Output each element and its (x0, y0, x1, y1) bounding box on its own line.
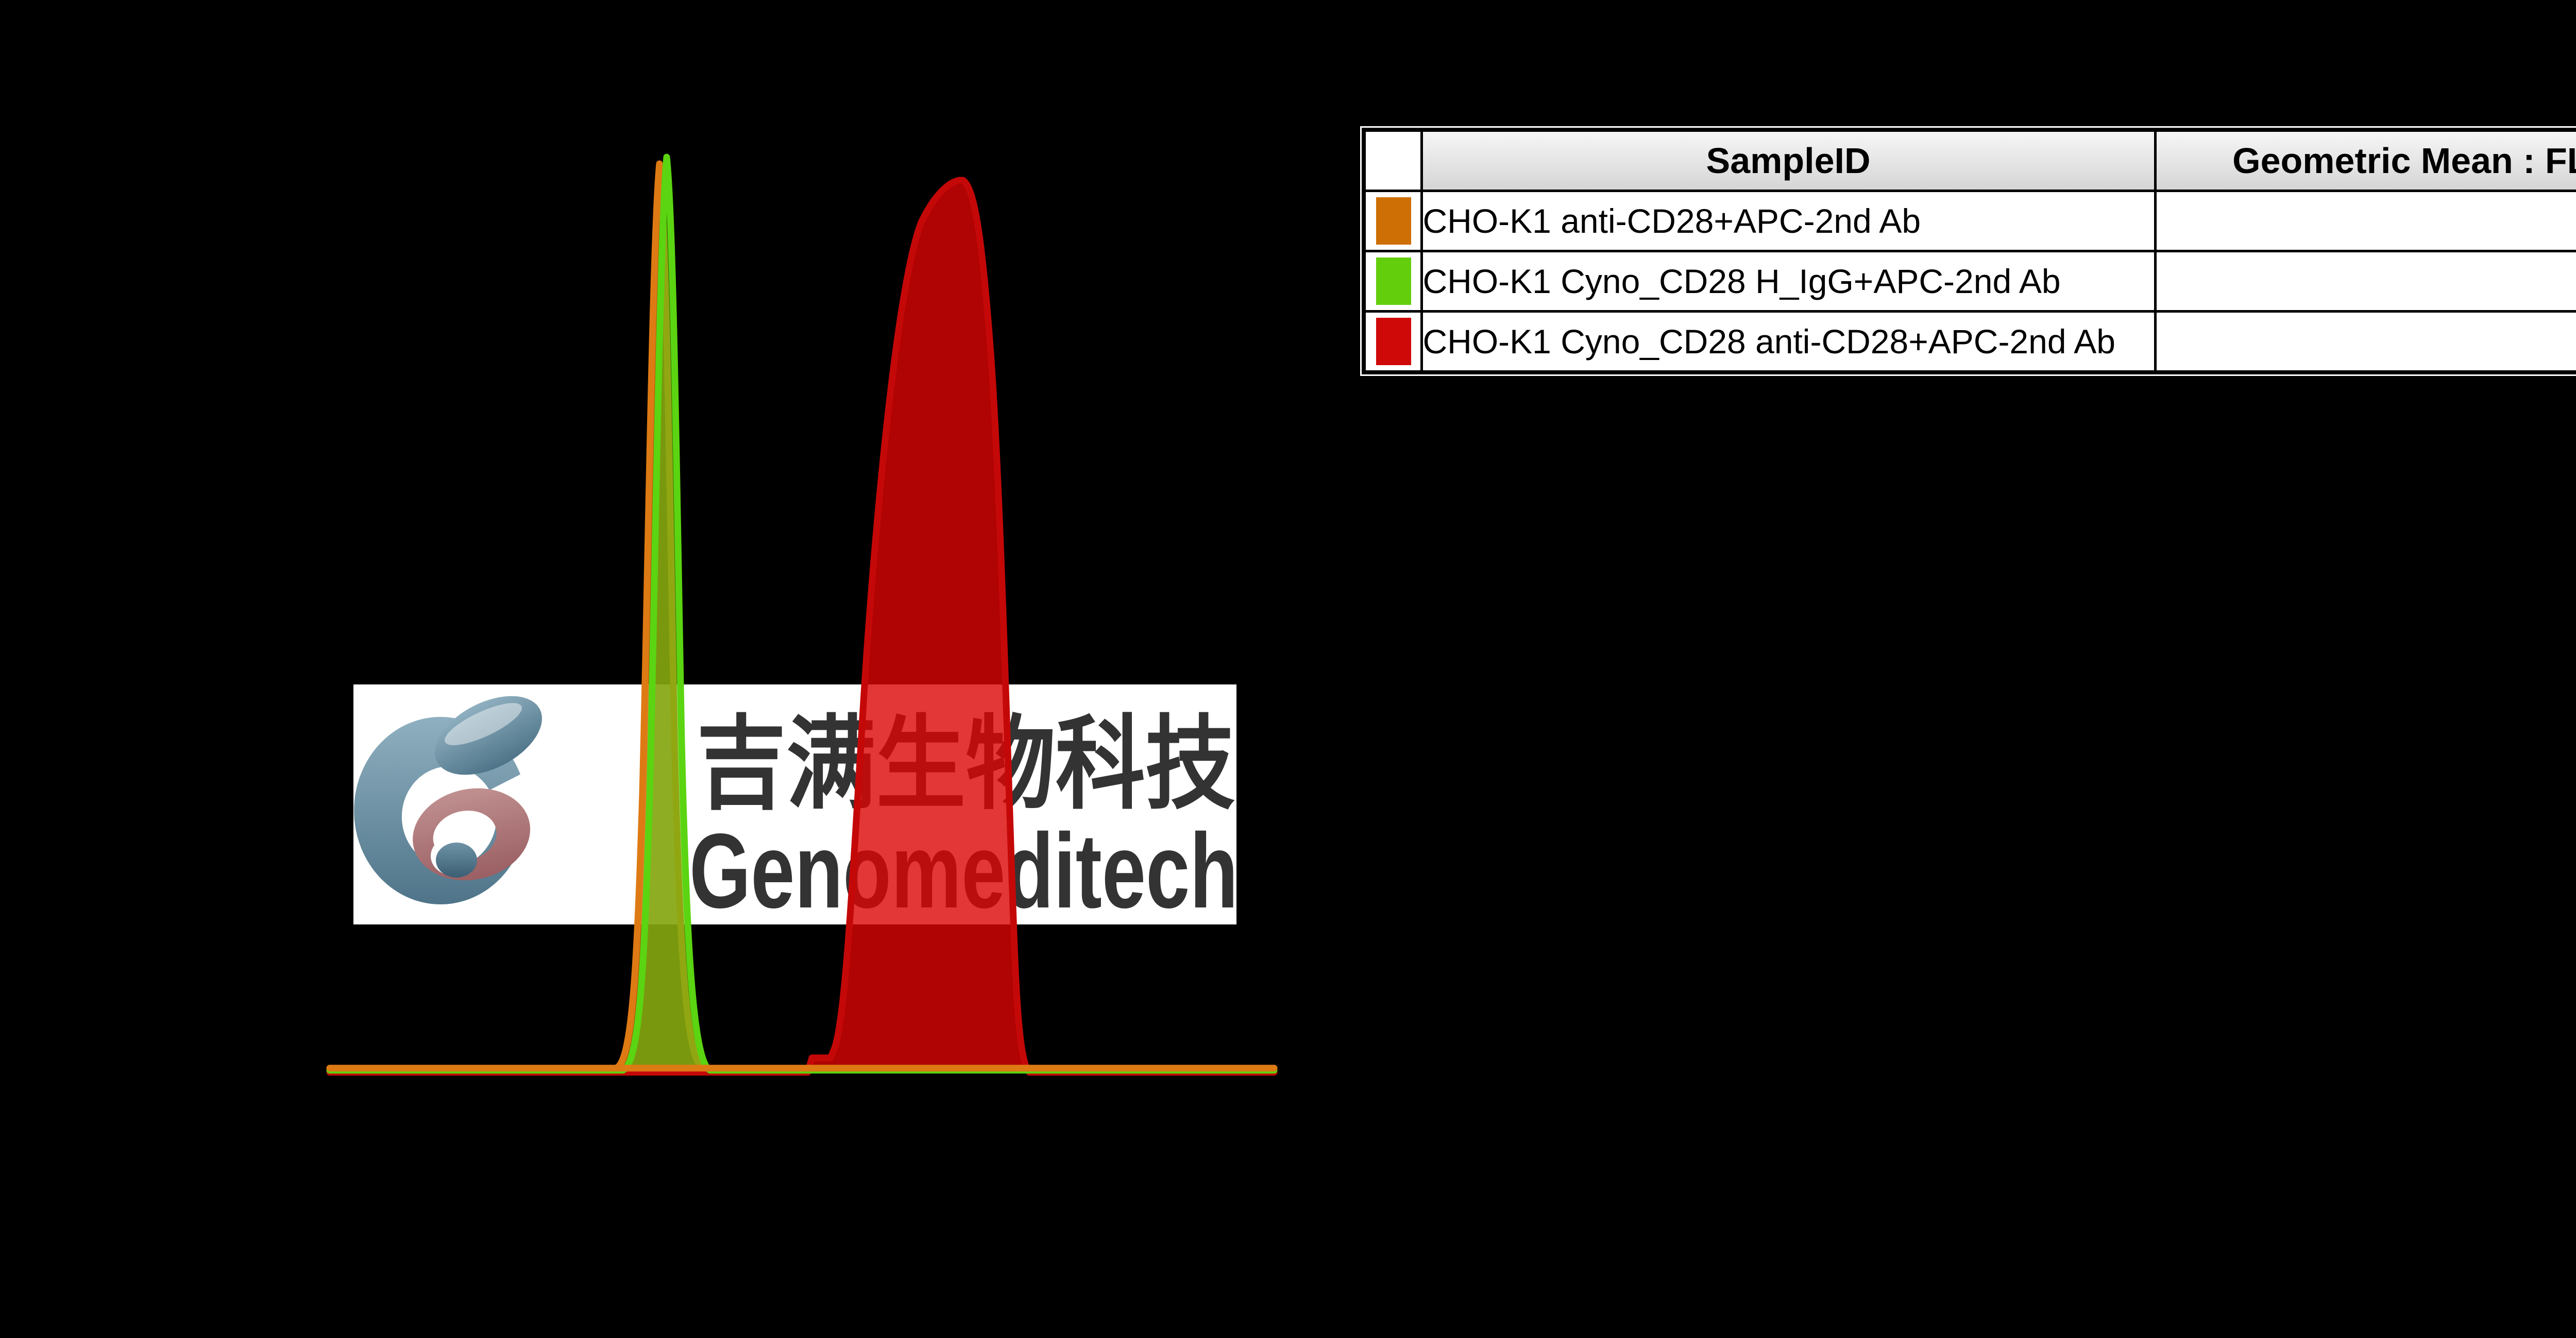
series-color-swatch-green (1376, 258, 1411, 305)
sample-id-cell: CHO-K1 Cyno_CD28 anti-CD28+APC-2nd Ab (1420, 310, 2157, 374)
series-color-swatch-orange (1376, 197, 1411, 245)
sample-id-cell: CHO-K1 Cyno_CD28 H_IgG+APC-2nd Ab (1420, 250, 2157, 313)
genomeditech-logo-icon (354, 696, 574, 904)
table-header-geo-mean: Geometric Mean : FL11-H (2154, 128, 2576, 192)
series-color-swatch-red (1376, 318, 1411, 365)
sample-id-cell: CHO-K1 anti-CD28+APC-2nd Ab (1420, 190, 2157, 252)
geo-mean-cell: 8.52E5 (2154, 310, 2576, 374)
geo-mean-cell: 1801 (2154, 250, 2576, 313)
series-green-curve (326, 153, 1278, 1074)
table-header-row: SampleID Geometric Mean : FL11-H (1362, 128, 2576, 192)
table-row: CHO-K1 Cyno_CD28 H_IgG+APC-2nd Ab 1801 (1362, 250, 2576, 313)
results-table: SampleID Geometric Mean : FL11-H CHO-K1 … (1362, 128, 2576, 374)
results-table-wrapper: SampleID Geometric Mean : FL11-H CHO-K1 … (1360, 126, 2576, 376)
geo-mean-cell: 1458 (2154, 190, 2576, 252)
swatch-cell (1362, 190, 1423, 252)
series-red-curve (326, 177, 1278, 1076)
table-header-swatch (1362, 128, 1423, 192)
table-row: CHO-K1 Cyno_CD28 anti-CD28+APC-2nd Ab 8.… (1362, 310, 2576, 374)
swatch-cell (1362, 310, 1423, 374)
series-orange-curve (326, 160, 1278, 1072)
swatch-cell (1362, 250, 1423, 313)
table-header-sample-id: SampleID (1420, 128, 2157, 192)
table-row: CHO-K1 anti-CD28+APC-2nd Ab 1458 (1362, 190, 2576, 252)
